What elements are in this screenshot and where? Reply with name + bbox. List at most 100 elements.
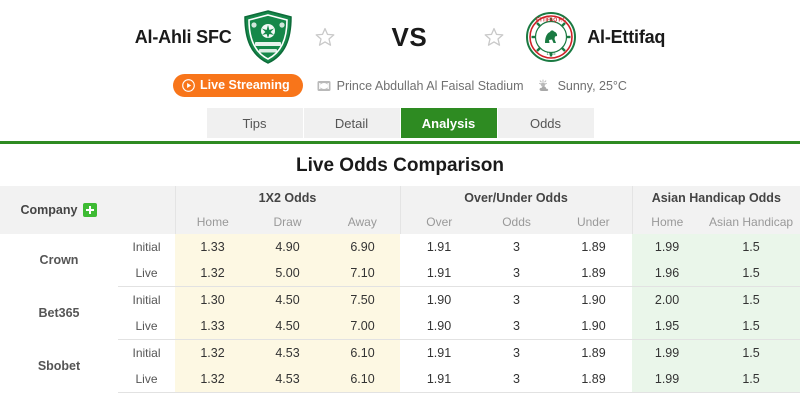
table-row[interactable]: Crown Initial 1.33 4.90 6.90 1.91 3 1.89… (0, 234, 800, 287)
odds-cell: 5.00 (250, 260, 325, 287)
match-meta-row: Live Streaming Prince Abdullah Al Faisal… (0, 74, 800, 97)
table-row[interactable]: Live 1.32 4.53 6.10 1.91 3 1.89 1.99 1.5 (0, 366, 800, 393)
odds-cell: 1.91 (400, 366, 479, 393)
tabs-bar: Tips Detail Analysis Odds (0, 108, 800, 144)
group-header-over-under: Over/Under Odds (399, 186, 633, 209)
odds-cell: 1.90 (555, 313, 633, 340)
odds-cell: 1.90 (555, 286, 633, 313)
odds-cell: 1.89 (555, 234, 633, 260)
odds-cell: 4.90 (250, 234, 325, 260)
phase-label: Initial (118, 339, 175, 366)
odds-cell: 3 (478, 366, 556, 393)
phase-label: Initial (118, 234, 175, 260)
table-body: Crown Initial 1.33 4.90 6.90 1.91 3 1.89… (0, 234, 800, 393)
page-title: Live Odds Comparison (0, 144, 800, 186)
odds-cell: 1.95 (632, 313, 703, 340)
odds-cell: 1.5 (702, 260, 800, 287)
sub-header-ou-odds: Odds (478, 209, 556, 234)
company-name-bet365: Bet365 (0, 286, 118, 340)
sub-header-ah-handicap: Asian Handicap (702, 209, 800, 234)
play-circle-icon (182, 78, 195, 92)
tab-analysis[interactable]: Analysis (400, 108, 498, 138)
plus-badge-icon[interactable] (83, 203, 98, 217)
al-ettifaq-circular-crest-icon: ETTIFAQ F.C 1945 (525, 9, 577, 65)
home-team[interactable]: Al-Ahli SFC (135, 9, 346, 65)
live-odds-comparison-table: Company 1X2 Odds Over/Under Odds Asian H… (0, 186, 800, 393)
phase-header-cell (118, 186, 175, 234)
odds-cell: 4.50 (250, 286, 325, 313)
odds-cell: 1.32 (175, 366, 250, 393)
odds-cell: 4.53 (250, 339, 325, 366)
table-row[interactable]: Sbobet Initial 1.32 4.53 6.10 1.91 3 1.8… (0, 339, 800, 393)
weather-text: Sunny, 25°C (557, 78, 627, 93)
odds-cell: 1.5 (702, 286, 800, 313)
stadium-info: Prince Abdullah Al Faisal Stadium (317, 79, 524, 93)
svg-text:ETTIFAQ F.C: ETTIFAQ F.C (536, 18, 566, 24)
tab-tips[interactable]: Tips (206, 108, 304, 138)
group-header-asian-handicap: Asian Handicap Odds (631, 186, 800, 209)
odds-cell: 2.00 (632, 286, 703, 313)
odds-cell: 1.90 (400, 286, 479, 313)
sub-header-ah-home: Home (631, 209, 703, 234)
home-team-name: Al-Ahli SFC (134, 26, 232, 47)
tab-detail[interactable]: Detail (303, 108, 401, 138)
match-header: Al-Ahli SFC (0, 0, 800, 108)
odds-cell: 1.5 (702, 366, 800, 393)
odds-cell: 3 (478, 260, 556, 287)
sub-header-row: Home Draw Away Over Odds Under Home Asia… (0, 209, 800, 234)
odds-cell: 1.32 (175, 260, 250, 287)
away-team[interactable]: ETTIFAQ F.C 1945 Al-Ettifaq (473, 9, 665, 65)
stadium-name: Prince Abdullah Al Faisal Stadium (336, 78, 524, 93)
teams-row: Al-Ahli SFC (0, 0, 800, 72)
odds-cell: 1.30 (175, 286, 250, 313)
odds-cell: 1.91 (400, 339, 479, 366)
odds-cell: 1.89 (555, 260, 633, 287)
odds-cell: 3 (478, 313, 556, 340)
away-team-name: Al-Ettifaq (587, 26, 666, 47)
live-streaming-label: Live Streaming (200, 78, 290, 92)
odds-cell: 1.5 (702, 234, 800, 260)
phase-label: Initial (118, 286, 175, 313)
odds-cell: 1.90 (400, 313, 479, 340)
sun-cloud-icon (538, 79, 552, 93)
odds-cell: 7.00 (325, 313, 401, 340)
odds-cell: 1.33 (175, 313, 250, 340)
stadium-icon (317, 79, 331, 93)
sub-header-1x2-draw: Draw (250, 209, 325, 234)
company-header-cell: Company (0, 186, 118, 234)
odds-cell: 3 (478, 286, 556, 313)
odds-cell: 3 (478, 339, 556, 366)
group-header-1x2: 1X2 Odds (174, 186, 401, 209)
odds-cell: 7.10 (325, 260, 401, 287)
sub-header-1x2-away: Away (325, 209, 401, 234)
table-row[interactable]: Live 1.32 5.00 7.10 1.91 3 1.89 1.96 1.5 (0, 260, 800, 287)
odds-cell: 1.33 (175, 234, 250, 260)
odds-cell: 1.91 (400, 234, 479, 260)
company-name-sbobet: Sbobet (0, 339, 118, 393)
table-row[interactable]: Live 1.33 4.50 7.00 1.90 3 1.90 1.95 1.5 (0, 313, 800, 340)
table-row[interactable]: Bet365 Initial 1.30 4.50 7.50 1.90 3 1.9… (0, 286, 800, 340)
phase-label: Live (118, 366, 175, 393)
company-header-label: Company (20, 203, 78, 217)
odds-cell: 1.5 (702, 313, 800, 340)
odds-cell: 1.99 (632, 339, 703, 366)
odds-cell: 1.96 (632, 260, 703, 287)
odds-cell: 1.5 (702, 339, 800, 366)
phase-label: Live (118, 313, 175, 340)
tab-odds[interactable]: Odds (497, 108, 594, 138)
odds-cell: 6.90 (325, 234, 401, 260)
live-streaming-button[interactable]: Live Streaming (173, 74, 303, 97)
odds-cell: 6.10 (325, 366, 401, 393)
odds-cell: 7.50 (325, 286, 401, 313)
odds-cell: 1.99 (632, 234, 703, 260)
odds-cell: 3 (478, 234, 556, 260)
odds-cell: 1.32 (175, 339, 250, 366)
weather-info: Sunny, 25°C (538, 79, 627, 93)
odds-cell: 6.10 (325, 339, 401, 366)
odds-cell: 4.53 (250, 366, 325, 393)
away-favorite-star-icon[interactable] (483, 26, 505, 48)
home-favorite-star-icon[interactable] (314, 26, 336, 48)
phase-label: Live (118, 260, 175, 287)
svg-text:1945: 1945 (547, 51, 557, 56)
